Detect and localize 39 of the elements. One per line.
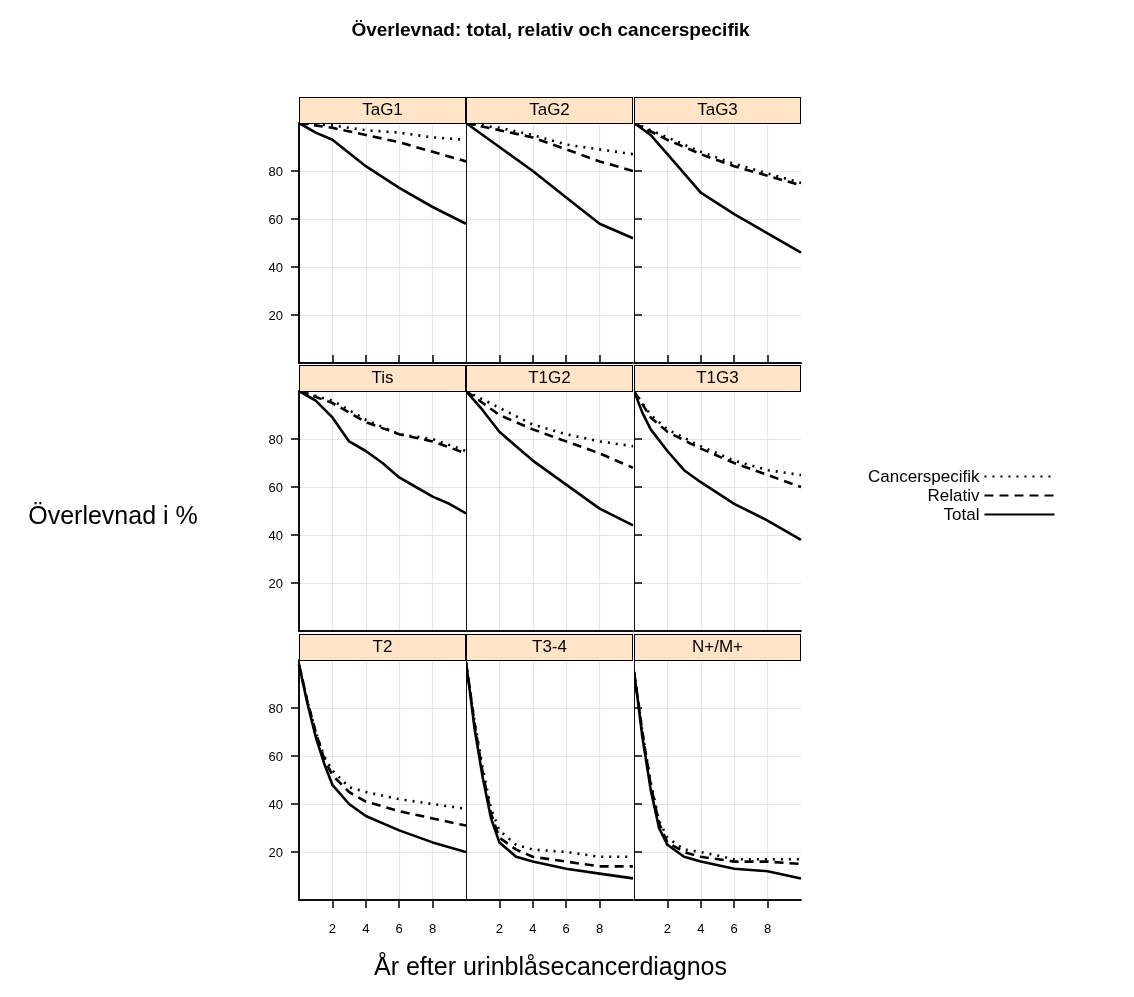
legend-label: Relativ: [927, 486, 980, 505]
x-tick-label: 6: [562, 921, 570, 936]
x-tick-label: 8: [595, 921, 604, 936]
y-tick-label: 80: [268, 163, 283, 179]
chart-title: TaG3: [634, 97, 801, 124]
x-tick-label: 4: [697, 921, 705, 936]
legend-label: Total: [943, 505, 980, 524]
chart-title: T1G3: [634, 365, 801, 392]
chart-title: TaG1: [299, 97, 466, 124]
x-tick-label: 8: [763, 921, 772, 936]
x-tick-label: 8: [428, 921, 437, 936]
x-tick-label: 2: [328, 921, 337, 936]
y-tick-label: 40: [268, 796, 283, 812]
x-tick-label: 4: [362, 921, 370, 936]
x-tick-label: 2: [663, 921, 672, 936]
y-tick-label: 80: [268, 700, 283, 716]
y-tick-label: 40: [268, 527, 283, 543]
chart-title: T3-4: [466, 634, 633, 661]
y-tick-label: 20: [268, 575, 283, 591]
x-tick-label: 6: [730, 921, 738, 936]
x-tick-label: 2: [495, 921, 504, 936]
x-axis-title: År efter urinblåsecancerdiagnos: [374, 951, 727, 981]
y-tick-label: 60: [268, 479, 283, 495]
y-tick-label: 80: [268, 431, 283, 447]
chart-title: T1G2: [466, 365, 633, 392]
chart-title: TaG2: [466, 97, 633, 124]
text: Överlevnad: total, relativ och cancerspecifik: [351, 19, 750, 41]
chart-title: T2: [299, 634, 466, 661]
chart-title: Tis: [299, 365, 466, 392]
y-tick-label: 20: [268, 307, 283, 323]
y-tick-label: 20: [268, 844, 283, 860]
x-tick-label: 6: [395, 921, 403, 936]
y-tick-label: 60: [268, 211, 283, 227]
legend-label: Cancerspecifik: [867, 467, 980, 486]
chart-title: N+/M+: [634, 634, 801, 661]
y-axis-title: Överlevnad i %: [28, 500, 198, 530]
x-tick-label: 4: [529, 921, 537, 936]
y-tick-label: 40: [268, 259, 283, 275]
y-tick-label: 60: [268, 748, 283, 764]
